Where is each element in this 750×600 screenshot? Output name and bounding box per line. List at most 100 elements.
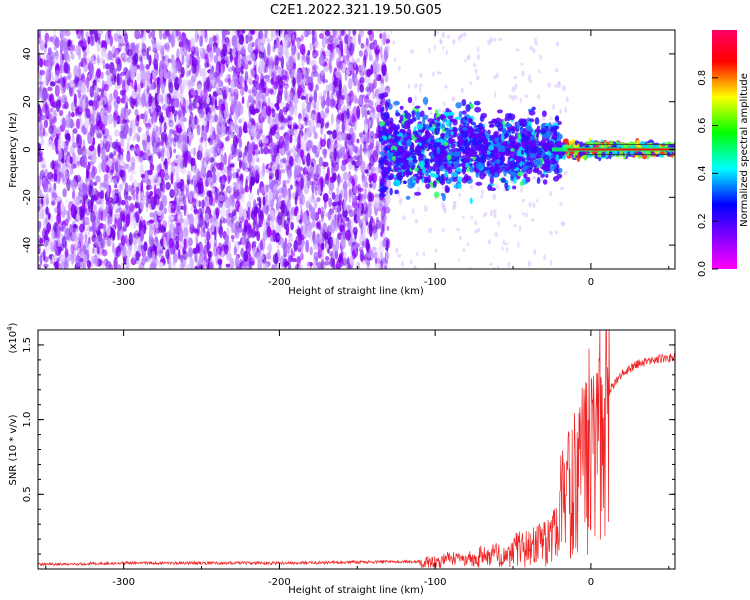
heatmap-cell [493,212,497,219]
heatmap-cell [369,135,375,150]
heatmap-cell [386,225,390,231]
heatmap-cell [247,60,252,65]
heatmap-cell [227,174,231,184]
heatmap-cell [81,154,86,167]
heatmap-cell [43,256,49,263]
heatmap-cell [344,113,348,122]
heatmap-cell [360,102,366,116]
heatmap-cell [407,83,411,89]
heatmap-cell [194,30,199,43]
heatmap-cell [366,243,370,254]
heatmap-cell [94,203,98,217]
heatmap-cell [268,164,271,169]
heatmap-cell [137,126,142,133]
heatmap-cell [352,200,357,205]
heatmap-cell [346,126,351,132]
heatmap-cell [146,134,151,143]
heatmap-cell [360,160,366,174]
heatmap-cell [165,249,170,260]
heatmap-cell [282,241,289,256]
heatmap-cell [66,115,71,129]
heatmap-cell [234,121,238,127]
heatmap-cell [549,190,553,197]
heatmap-cell [360,42,365,49]
heatmap-cell [381,223,385,235]
heatmap-cell [163,236,167,248]
heatmap-cell [457,35,461,42]
heatmap-cell [110,237,113,247]
heatmap-cell [325,49,331,57]
heatmap-cell [251,246,258,254]
heatmap-cell [148,93,153,108]
heatmap-cell [79,199,86,204]
heatmap-cell [175,235,180,244]
heatmap-cell [210,105,215,112]
heatmap-cell [238,75,245,84]
heatmap-cell [492,209,497,213]
heatmap-cell [214,186,218,200]
heatmap-cell [126,150,131,163]
heatmap-cell [343,60,347,72]
heatmap-cell [549,231,553,236]
heatmap-cell [281,199,286,209]
heatmap-cell [178,218,185,224]
heatmap-cell [534,117,540,125]
heatmap-cell [66,210,71,223]
heatmap-cell [393,57,397,62]
heatmap-cell [331,236,335,248]
heatmap-cell [247,121,253,130]
heatmap-cell [270,200,274,210]
heatmap-cell [487,239,492,245]
heatmap-cell [346,133,352,141]
heatmap-cell [179,45,183,55]
heatmap-cell [474,68,478,75]
heatmap-cell [112,141,118,150]
heatmap-cell [462,248,466,252]
heatmap-cell [293,239,298,252]
heatmap-cell [266,244,271,252]
heatmap-cell [233,185,236,197]
heatmap-cell [238,118,243,124]
heatmap-cell [130,191,135,196]
heatmap-cell [134,132,139,139]
heatmap-cell [171,105,175,114]
heatmap-cell [559,202,563,206]
heatmap-cell [565,96,569,103]
heatmap-cell [211,172,217,184]
heatmap-cell [414,95,417,102]
heatmap-cell [171,72,175,82]
heatmap-cell [107,113,114,125]
heatmap-cell [554,84,558,88]
heatmap-cell [348,30,351,35]
heatmap-cell [313,89,318,103]
heatmap-cell [190,179,194,186]
heatmap-cell [101,263,105,269]
heatmap-cell [326,225,331,235]
heatmap-cell [331,201,338,207]
heatmap-cell [323,196,327,210]
heatmap-cell [306,171,312,181]
heatmap-cell [309,42,313,51]
heatmap-cell [113,194,117,202]
heatmap-cell [475,75,480,81]
heatmap-cell [120,199,126,206]
heatmap-cell [158,115,165,123]
heatmap-cell [142,112,148,126]
heatmap-cell [295,40,301,46]
heatmap-cell [277,211,283,226]
heatmap-cell [342,180,348,191]
heatmap-cell [196,124,201,136]
heatmap-cell [290,247,294,261]
heatmap-cell [85,96,89,109]
heatmap-cell [102,59,106,70]
heatmap-cell [533,37,537,43]
heatmap-cell [433,44,436,50]
heatmap-cell [92,136,96,146]
heatmap-cell [223,128,226,134]
heatmap-cell [214,98,218,109]
heatmap-cell [83,239,89,249]
heatmap-cell [54,227,58,239]
heatmap-cell [445,49,448,56]
heatmap-cell [251,91,255,101]
